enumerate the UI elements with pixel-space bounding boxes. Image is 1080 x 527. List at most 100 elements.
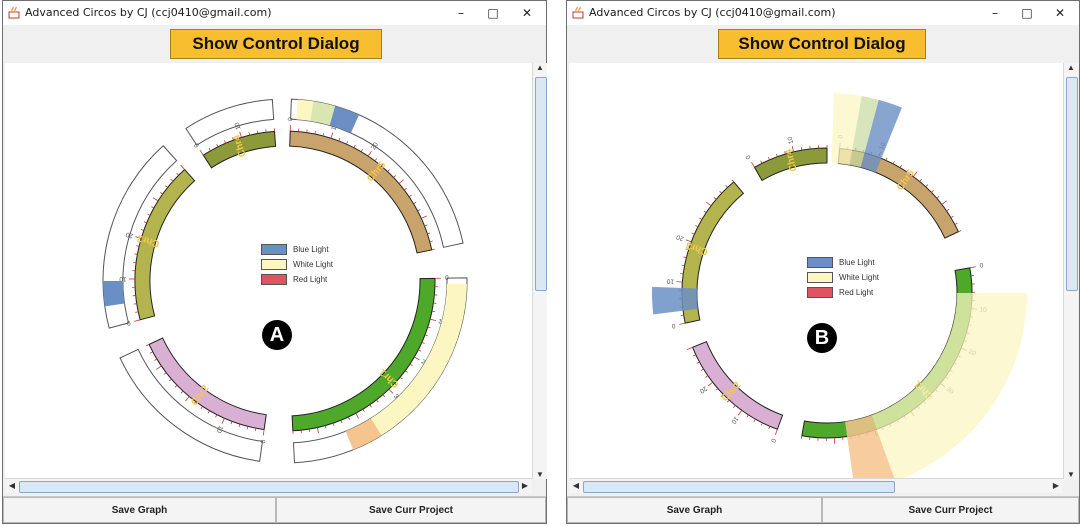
maximize-button[interactable]: □ — [1021, 6, 1033, 20]
title-bar: Advanced Circos by CJ (ccj0410@gmail.com… — [567, 1, 1079, 25]
horizontal-scrollbar[interactable]: ◀ ▶ — [5, 478, 532, 493]
chromosome-tick — [731, 179, 735, 183]
save-graph-button[interactable]: Save Graph — [567, 497, 822, 523]
scroll-right-icon[interactable]: ▶ — [521, 481, 529, 490]
chromosome-tick — [215, 414, 218, 418]
legend: Blue Light White Light Red Light — [807, 257, 917, 303]
chromosome-tick — [180, 164, 185, 170]
chromosome-tick — [700, 368, 704, 371]
chromosome-tick — [404, 187, 407, 191]
chromosome-tick — [324, 425, 327, 429]
window-b: Advanced Circos by CJ (ccj0410@gmail.com… — [566, 0, 1080, 524]
chromosome-tick — [892, 161, 895, 165]
light-block — [103, 281, 125, 307]
chromosome-tick — [388, 388, 394, 394]
chromosome-tick — [135, 236, 142, 239]
chromosome-tick — [369, 404, 372, 408]
chromosome-tick — [800, 435, 803, 439]
scroll-down-icon[interactable]: ▼ — [536, 470, 544, 479]
chromosome-tick — [720, 394, 724, 397]
chromosome-tick — [239, 131, 242, 138]
chromosome-tick — [703, 210, 707, 213]
tick-label: 20 — [125, 230, 134, 239]
scroll-up-icon[interactable]: ▲ — [536, 63, 544, 72]
chromosome-band-chr2 — [691, 341, 784, 430]
chromosome-tick — [737, 410, 743, 416]
tick-label: 10 — [666, 277, 674, 285]
chromosome-tick — [683, 256, 687, 259]
legend: Blue Light White Light Red Light — [261, 244, 371, 290]
vertical-scroll-thumb[interactable] — [1066, 77, 1078, 291]
chromosome-tick — [733, 405, 736, 408]
chromosome-tick — [719, 190, 723, 194]
minimize-button[interactable]: – — [458, 6, 464, 20]
horizontal-scroll-thumb[interactable] — [583, 481, 895, 493]
chromosome-tick — [427, 232, 431, 235]
save-curr-project-button[interactable]: Save Curr Project — [276, 497, 546, 523]
chromosome-tick — [705, 375, 709, 378]
chromosome-tick — [221, 418, 225, 424]
chromosome-tick — [207, 410, 210, 414]
chromosome-tick — [768, 156, 770, 161]
vertical-scrollbar[interactable]: ▲ ▼ — [1063, 63, 1078, 479]
light-block — [849, 96, 879, 168]
light-block — [871, 293, 1027, 479]
show-control-dialog-button[interactable]: Show Control Dialog — [718, 29, 926, 59]
chromosome-tick — [174, 384, 178, 388]
chromosome-tick — [176, 172, 179, 176]
chromosome-tick — [431, 248, 435, 251]
chromosome-tick — [387, 169, 390, 172]
scroll-down-icon[interactable]: ▼ — [1067, 470, 1075, 479]
chromosome-tick — [348, 416, 351, 420]
panel-marker: B — [807, 323, 837, 353]
chromosome-tick — [707, 381, 713, 387]
chromosome-tick — [200, 406, 203, 410]
close-button[interactable]: ✕ — [521, 6, 533, 20]
scroll-up-icon[interactable]: ▲ — [1067, 63, 1075, 72]
chromosome-tick — [232, 137, 234, 141]
maximize-button[interactable]: □ — [487, 6, 499, 20]
close-button[interactable]: ✕ — [1054, 6, 1066, 20]
chromosome-tick — [429, 318, 436, 322]
horizontal-scrollbar[interactable]: ◀ ▶ — [569, 478, 1063, 493]
chromosome-tick — [784, 151, 786, 155]
horizontal-scroll-thumb[interactable] — [19, 481, 519, 493]
chromosome-tick — [950, 215, 954, 218]
tick-label: 20 — [675, 233, 685, 242]
chromosome-tick — [399, 376, 403, 380]
chromosome-tick — [346, 141, 349, 145]
scroll-left-icon[interactable]: ◀ — [8, 481, 16, 490]
save-curr-project-button[interactable]: Save Curr Project — [822, 497, 1079, 523]
chromosome-tick — [429, 240, 433, 243]
chromosome-tick — [256, 130, 259, 134]
show-control-dialog-button[interactable]: Show Control Dialog — [170, 29, 382, 59]
chromosome-tick — [746, 414, 749, 418]
legend-swatch — [807, 257, 833, 268]
vertical-scrollbar[interactable]: ▲ ▼ — [532, 63, 547, 479]
legend-swatch — [261, 274, 287, 285]
minimize-button[interactable]: – — [992, 6, 998, 20]
chromosome-tick — [246, 426, 249, 430]
chromosome-tick — [925, 184, 929, 188]
chromosome-tick — [362, 408, 365, 412]
chromosome-tick — [134, 253, 138, 255]
scroll-right-icon[interactable]: ▶ — [1052, 481, 1060, 490]
chromosome-tick — [381, 163, 384, 167]
chromosome-tick — [413, 201, 417, 205]
chromosome-tick — [969, 266, 976, 269]
chromosome-tick — [156, 365, 162, 370]
java-app-icon — [572, 6, 584, 19]
chromosome-tick — [248, 132, 250, 136]
light-block — [370, 283, 467, 436]
legend-swatch — [261, 244, 287, 255]
save-graph-button[interactable]: Save Graph — [3, 497, 276, 523]
chromosome-tick — [679, 322, 686, 325]
light-block — [329, 106, 360, 134]
chromosome-tick — [353, 144, 356, 148]
chromosome-tick — [152, 197, 159, 202]
circos-canvas: 01020Chr50102030Chr1010Chr201020Chr3010C… — [5, 63, 532, 479]
scroll-left-icon[interactable]: ◀ — [572, 481, 580, 490]
vertical-scroll-thumb[interactable] — [535, 77, 547, 291]
tick-label: 0 — [745, 153, 753, 160]
chromosome-tick — [160, 192, 163, 195]
